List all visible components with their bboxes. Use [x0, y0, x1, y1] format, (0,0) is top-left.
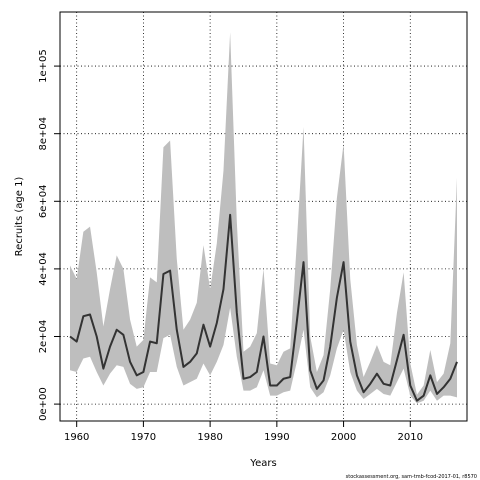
x-tick-label: 1980	[197, 432, 222, 443]
source-credit: stockassessment.org, sam-tmb-fcod-2017-0…	[346, 474, 477, 480]
x-tick-label: 2000	[331, 432, 356, 443]
x-axis-label: Years	[249, 458, 276, 469]
plot-frame	[59, 11, 468, 422]
x-axis: 1960 1970 1980 1990 2000 2010	[64, 421, 423, 443]
x-tick-label: 1990	[264, 432, 289, 443]
y-tick-label: 1e+05	[38, 49, 49, 83]
data-points	[69, 214, 458, 401]
confidence-band	[70, 32, 457, 404]
y-tick-label: 6e+04	[38, 184, 49, 218]
y-tick-label: 8e+04	[38, 117, 49, 151]
y-axis-label: Recruits (age 1)	[14, 177, 25, 257]
y-tick-label: 0e+00	[38, 387, 49, 421]
y-tick-label: 2e+04	[38, 320, 49, 354]
x-tick-label: 2010	[398, 432, 423, 443]
x-tick-label: 1960	[64, 432, 89, 443]
x-tick-label: 1970	[131, 432, 156, 443]
y-axis: 0e+00 2e+04 4e+04 6e+04 8e+04 1e+05	[38, 49, 60, 421]
y-tick-label: 4e+04	[38, 252, 49, 286]
